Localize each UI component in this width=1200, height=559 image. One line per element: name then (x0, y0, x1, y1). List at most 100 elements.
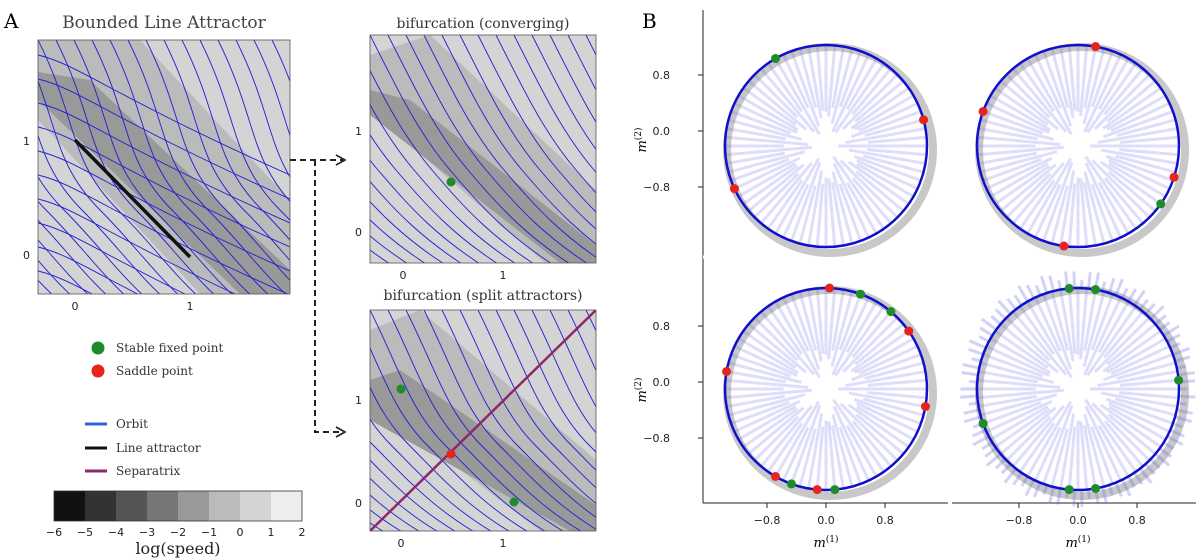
flow-line (1084, 398, 1138, 473)
outer-flow-line (1166, 435, 1184, 447)
orbit-line (370, 35, 552, 263)
orbit-line (370, 159, 480, 263)
orbit-lines (370, 35, 596, 263)
flow-line (856, 405, 915, 441)
x-tick-0.0: 0.0 (1069, 514, 1087, 527)
orbit-line (370, 347, 528, 531)
flow-line (790, 50, 821, 127)
orbit-line (459, 35, 596, 230)
ring-attractor (975, 286, 1181, 492)
flow-line (827, 421, 837, 490)
outer-flow-line (1107, 277, 1116, 294)
flow-line (759, 405, 813, 468)
flow-line (856, 401, 919, 434)
flow-line (980, 393, 1058, 417)
x-tick-neg0.8: −0.8 (1006, 514, 1033, 527)
flow-line (1079, 288, 1089, 360)
outer-flow-line (962, 362, 980, 370)
stable-fixed-point (771, 54, 780, 64)
flow-line (845, 126, 926, 145)
flow-line (1005, 316, 1051, 362)
outer-flow-line (963, 415, 982, 424)
orbit-line (477, 310, 596, 489)
flow-line (850, 329, 910, 373)
stable-fixed-point (1091, 483, 1101, 493)
outer-flow-line (1162, 441, 1174, 450)
outer-flow-line (968, 401, 979, 406)
flow-line (1102, 86, 1162, 130)
legend-line-attractor: Line attractor (116, 441, 201, 455)
orbit-line (567, 35, 596, 91)
separatrix-line (370, 310, 596, 531)
outer-flow-line (1138, 467, 1153, 484)
outer-flow-line (1149, 458, 1161, 469)
title-bifurcation-converging: bifurcation (converging) (396, 16, 569, 32)
orbit-line (55, 40, 215, 294)
flow-line (733, 344, 798, 377)
flow-line (1114, 397, 1176, 417)
outer-flow-line (960, 394, 978, 399)
saddle-point (771, 471, 780, 481)
flow-line (766, 305, 803, 356)
flow-line (733, 156, 801, 191)
flow-line (1033, 53, 1062, 109)
y-axis-label-top: m(2) (633, 127, 650, 152)
flow-line (850, 353, 922, 382)
flow-line (1103, 67, 1145, 116)
flow-line (1083, 289, 1098, 352)
x-tick-0.8: 0.8 (1128, 514, 1146, 527)
flow-line (1097, 300, 1130, 354)
outer-flow-line (1001, 463, 1012, 475)
flow-line (867, 148, 927, 157)
x-axis-label-right: m(1) (1065, 534, 1090, 551)
title-bounded-line-attractor: Bounded Line Attractor (62, 13, 266, 33)
orbit-line (235, 40, 290, 178)
flow-line (1067, 426, 1077, 490)
orbit-line (405, 310, 582, 531)
flow-line (1026, 300, 1073, 379)
colorbar-cell (271, 491, 303, 521)
outer-flow-line (980, 317, 998, 331)
stable-fixed-point (786, 479, 796, 489)
flow-line (781, 53, 810, 109)
flow-line (1097, 181, 1130, 235)
orbit-line (513, 310, 596, 453)
flow-line (774, 157, 821, 235)
flow-line (1084, 405, 1123, 482)
flow-line (855, 170, 905, 213)
outer-flow-line (1174, 415, 1193, 424)
flow-line (1079, 45, 1089, 117)
outer-flow-line (1176, 408, 1193, 415)
stable-fixed-point (830, 485, 840, 495)
flow-line (854, 322, 905, 366)
flow-line (851, 177, 893, 225)
stable-marker (91, 341, 105, 355)
flow-line (1005, 73, 1051, 119)
speed-halo (723, 43, 937, 257)
flow-line (853, 397, 922, 425)
y-tick-0.8: 0.8 (653, 69, 671, 82)
flow-line (1119, 391, 1179, 400)
flow-line (977, 145, 1065, 157)
outer-flow-line (1174, 355, 1191, 363)
flow-line (1108, 405, 1167, 441)
flow-line (842, 73, 899, 130)
y-tick-1: 1 (355, 394, 362, 407)
flow-line (1100, 391, 1178, 409)
x-tick-0: 0 (400, 269, 407, 282)
colorbar-tick-label: −3 (139, 526, 155, 539)
flow-line (1058, 413, 1076, 489)
orbit-line (531, 310, 596, 434)
orbit-line (370, 103, 516, 263)
flow-line (1108, 162, 1167, 198)
outer-flow-line (1006, 297, 1018, 311)
flow-line (1083, 171, 1106, 244)
flow-line (1114, 154, 1176, 174)
outer-flow-line (990, 315, 1002, 326)
flow-line (1082, 181, 1098, 246)
flow-line (1119, 378, 1179, 387)
flow-line (1106, 322, 1157, 366)
outer-flow-line (1087, 489, 1092, 499)
panel-label-b: B (642, 9, 657, 33)
orbit-line (38, 200, 125, 294)
